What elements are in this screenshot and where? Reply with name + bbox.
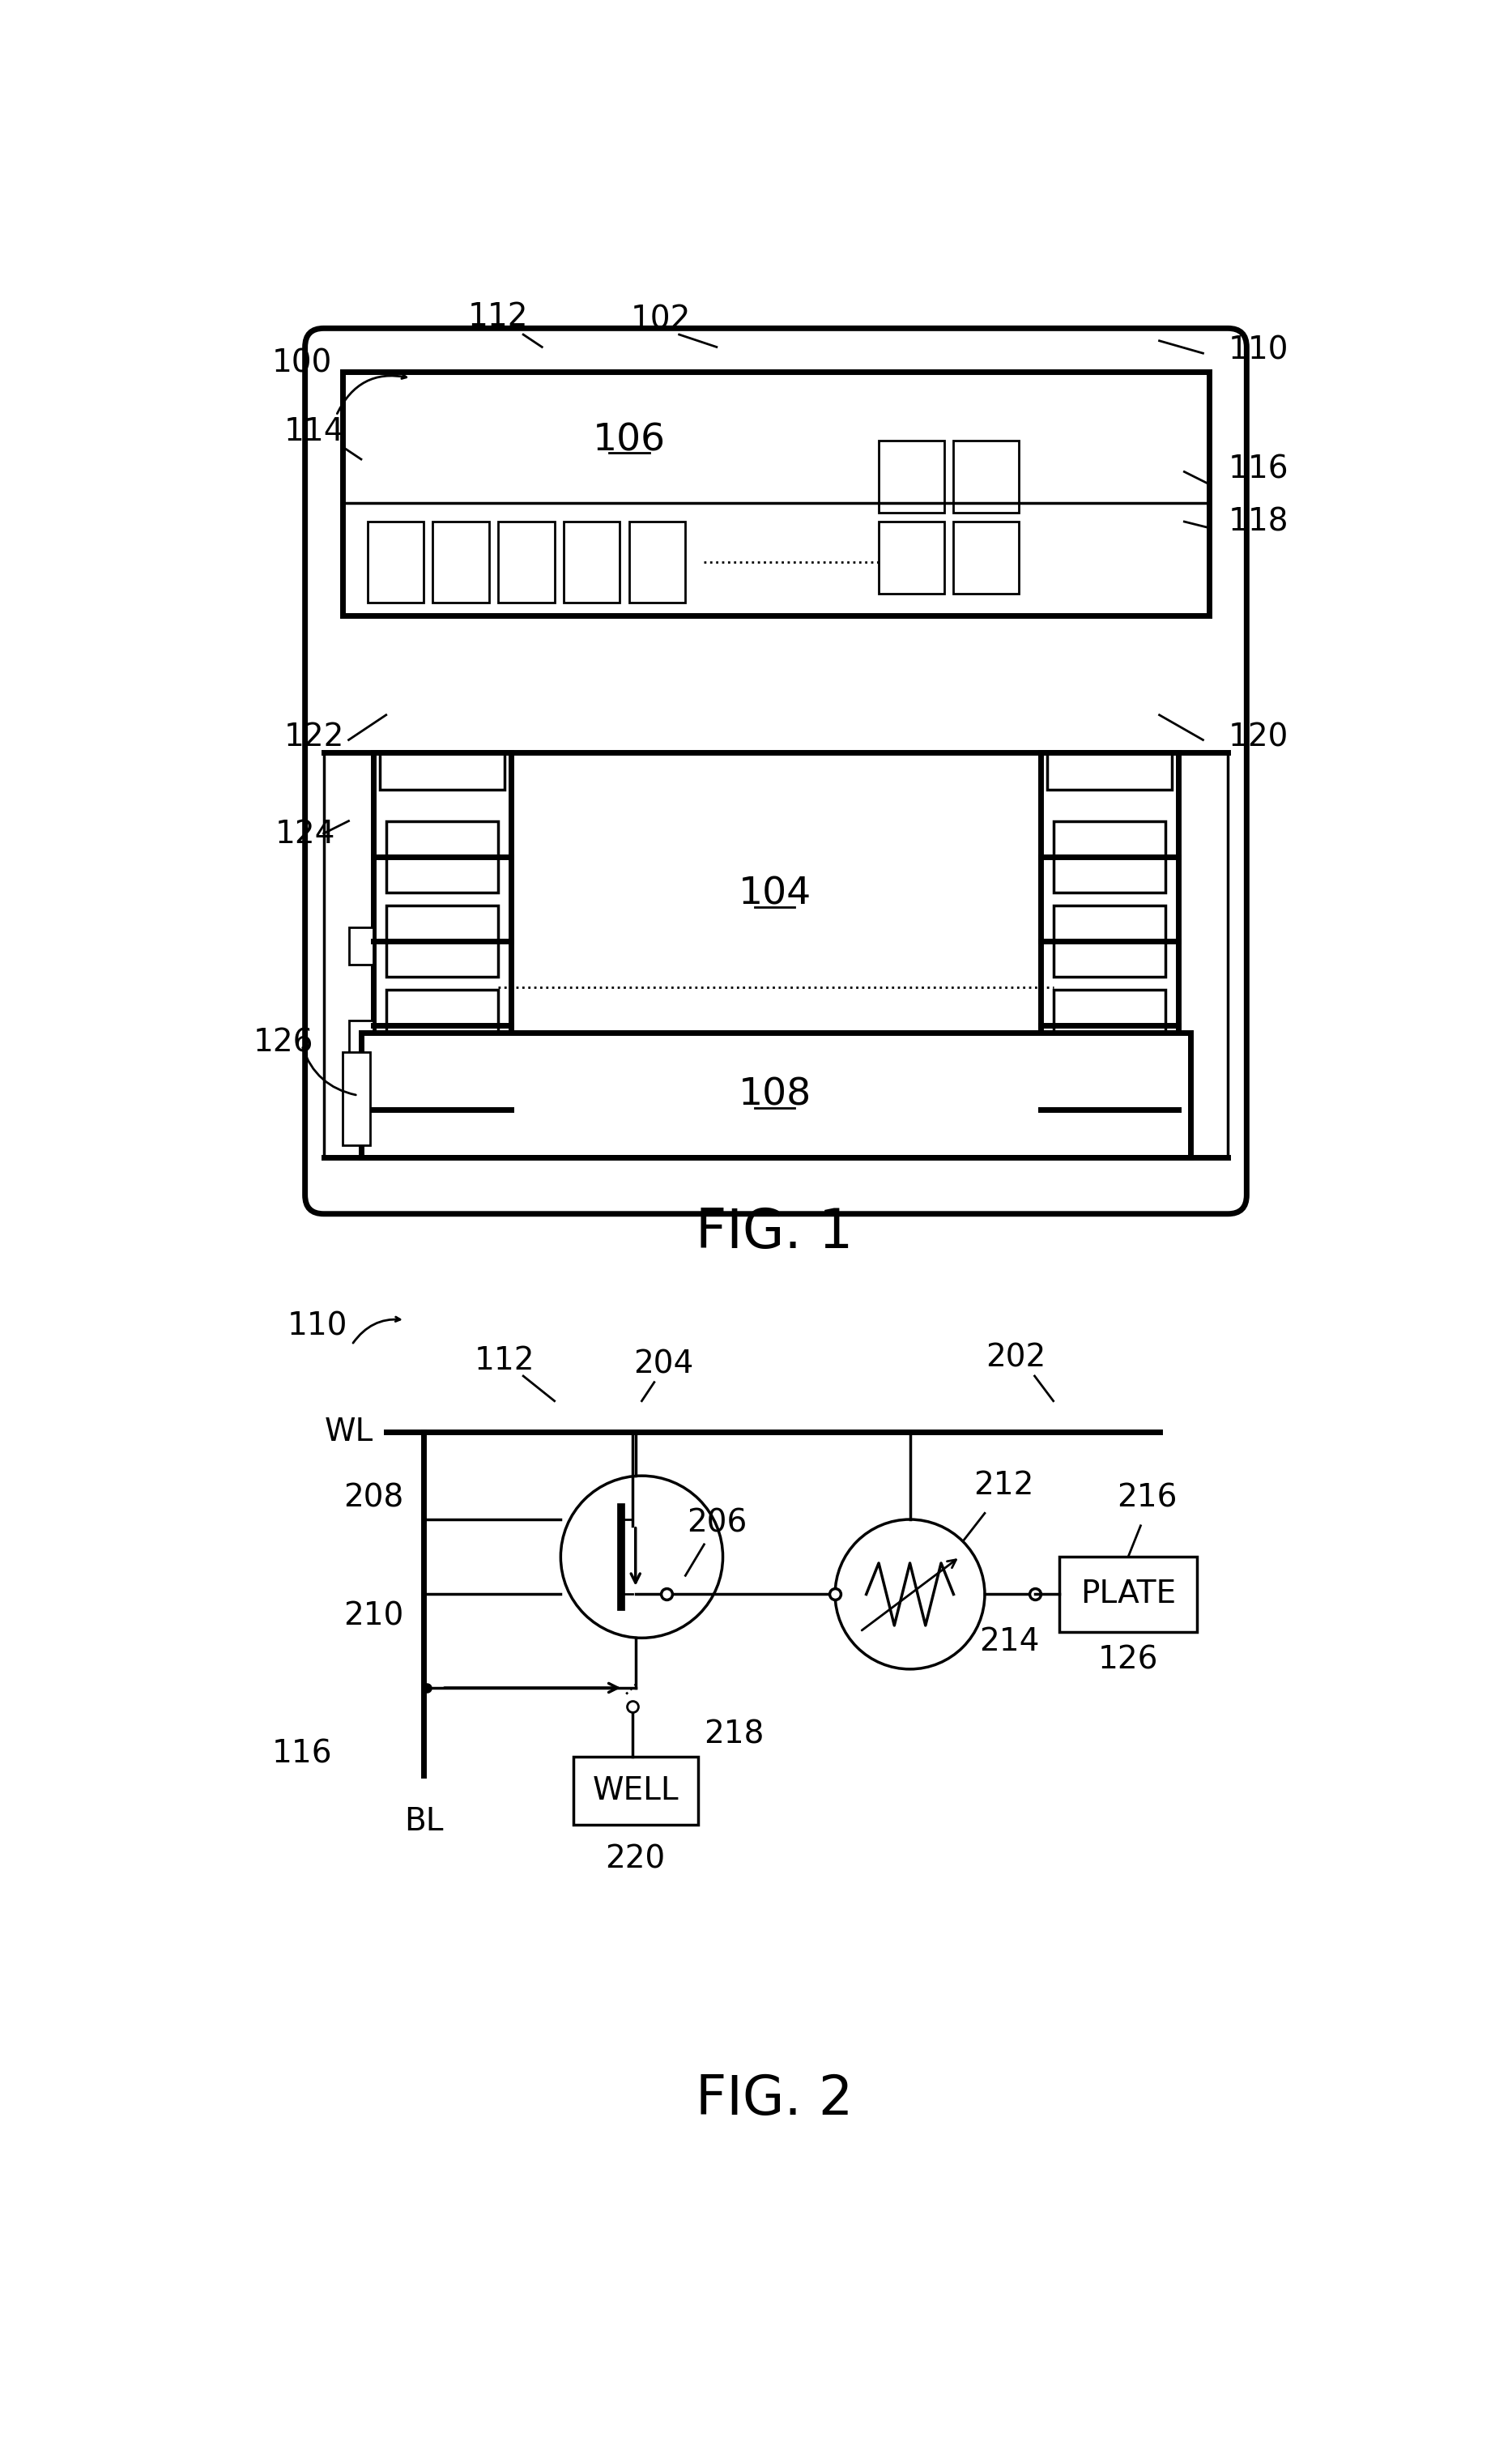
Text: 126: 126 — [1098, 1644, 1158, 1676]
Bar — [1048, 752, 1172, 789]
Text: 116: 116 — [272, 1740, 333, 1769]
Text: 106: 106 — [593, 421, 665, 458]
Bar — [1054, 821, 1166, 892]
Text: 100: 100 — [272, 348, 333, 377]
Bar — [878, 522, 943, 593]
Bar — [342, 1051, 370, 1144]
Bar — [367, 522, 423, 603]
Bar — [1054, 1073, 1166, 1144]
Bar — [386, 1073, 499, 1144]
Bar — [1054, 904, 1166, 978]
Text: 120: 120 — [1228, 723, 1288, 752]
Bar — [349, 1022, 373, 1058]
Text: 204: 204 — [634, 1348, 694, 1379]
Text: 126: 126 — [253, 1027, 313, 1058]
Bar — [499, 522, 555, 603]
Text: 110: 110 — [1228, 336, 1288, 365]
FancyBboxPatch shape — [305, 328, 1247, 1213]
Text: WL: WL — [324, 1416, 373, 1448]
Text: 216: 216 — [1117, 1482, 1176, 1514]
Text: 114: 114 — [284, 416, 345, 446]
Bar — [573, 1757, 699, 1825]
Text: 112: 112 — [469, 301, 529, 331]
Text: 112: 112 — [475, 1345, 535, 1377]
Bar — [361, 1034, 1190, 1159]
Text: 116: 116 — [1228, 453, 1288, 485]
Text: 214: 214 — [980, 1627, 1040, 1656]
Bar — [954, 441, 1019, 512]
Text: 108: 108 — [738, 1078, 810, 1115]
Bar — [386, 990, 499, 1061]
Text: FIG. 2: FIG. 2 — [696, 2073, 853, 2127]
Bar — [1060, 1556, 1198, 1632]
Text: FIG. 1: FIG. 1 — [696, 1205, 853, 1259]
Bar — [432, 522, 488, 603]
Bar — [564, 522, 620, 603]
Text: BL: BL — [404, 1806, 443, 1838]
Bar — [380, 752, 505, 789]
Bar — [629, 522, 685, 603]
Bar — [386, 904, 499, 978]
Text: 202: 202 — [986, 1343, 1046, 1372]
Text: 118: 118 — [1228, 507, 1288, 537]
Text: 124: 124 — [275, 818, 336, 850]
Text: 206: 206 — [686, 1507, 747, 1539]
Bar — [954, 522, 1019, 593]
Text: 212: 212 — [974, 1470, 1034, 1502]
Bar — [878, 441, 943, 512]
Text: 208: 208 — [343, 1482, 404, 1514]
Text: 102: 102 — [631, 304, 691, 336]
Bar — [386, 821, 499, 892]
Bar — [342, 372, 1210, 615]
Text: 104: 104 — [738, 877, 810, 911]
Bar — [373, 752, 511, 1159]
Text: PLATE: PLATE — [1081, 1578, 1176, 1610]
Bar — [349, 926, 373, 965]
Text: 210: 210 — [343, 1600, 404, 1632]
Text: WELL: WELL — [593, 1776, 679, 1806]
Bar — [1040, 752, 1178, 1159]
Text: 218: 218 — [705, 1720, 765, 1749]
Text: 110: 110 — [287, 1311, 348, 1343]
Text: 220: 220 — [605, 1845, 665, 1874]
Bar — [1054, 990, 1166, 1061]
Text: 122: 122 — [284, 723, 345, 752]
